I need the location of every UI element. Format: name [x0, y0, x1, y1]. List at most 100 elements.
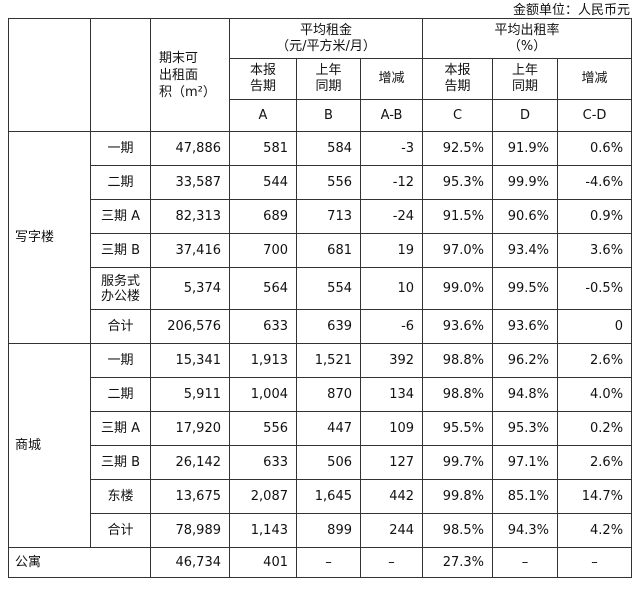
- header-rent-prior: 上年 同期: [296, 58, 361, 100]
- cell-rent-change: -6: [359, 309, 424, 344]
- header-area: 期末可 出租面 积（m²）: [150, 18, 230, 132]
- header-letter-d: D: [492, 99, 559, 132]
- row-label: 三期 A: [90, 199, 151, 234]
- table-body: 写字楼 一期 47,886 581 584 -3 92.5% 91.9% 0.6…: [8, 131, 633, 578]
- header-occ-change: 增减: [557, 58, 633, 100]
- cell-occ-prior: 95.3%: [492, 411, 559, 446]
- row-label: 合计: [90, 513, 151, 548]
- table-row: 商城 一期 15,341 1,913 1,521 392 98.8% 96.2%…: [8, 343, 633, 548]
- cell-occ-current: 99.7%: [422, 445, 494, 480]
- cell-area: 15,341: [150, 343, 230, 378]
- header-rent-change: 增减: [359, 58, 424, 100]
- header-avg-rent: 平均租金 （元/平方米/月）: [228, 18, 424, 59]
- category-apartment: 公寓: [8, 547, 151, 578]
- header-occ-current: 本报 告期: [422, 58, 494, 100]
- cell-area: 78,989: [150, 513, 230, 548]
- cell-occ-current: 93.6%: [422, 309, 494, 344]
- header-letter-c: C: [422, 99, 494, 132]
- header-rent-current: 本报 告期: [229, 58, 297, 100]
- cell-rent-change: 109: [359, 411, 424, 446]
- cell-occ-change: 0.2%: [557, 411, 633, 446]
- cell-rent-change: -3: [359, 131, 424, 166]
- header-occ-prior: 上年 同期: [492, 58, 559, 100]
- cell-occ-change: 14.7%: [557, 479, 633, 514]
- header-occupancy: 平均出租率 （%）: [422, 18, 633, 59]
- header-subcategory: [90, 18, 151, 132]
- cell-occ-prior: –: [492, 547, 559, 578]
- cell-occ-change: 4.2%: [557, 513, 633, 548]
- cell-occ-current: 99.8%: [422, 479, 494, 514]
- cell-rent-change: 442: [359, 479, 424, 514]
- cell-rent-change: 19: [359, 233, 424, 268]
- cell-rent-current: 401: [229, 547, 297, 578]
- table-row: 二期 33,587 544 556 -12 95.3% 99.9% -4.6%: [9, 165, 633, 200]
- row-label: 三期 B: [90, 445, 151, 480]
- header-area-line: 积（m²）: [159, 84, 216, 100]
- row-label: 二期: [90, 165, 151, 200]
- cell-occ-current: 98.8%: [422, 377, 494, 412]
- cell-occ-current: 92.5%: [422, 131, 494, 166]
- cell-rent-change: 134: [359, 377, 424, 412]
- row-label: 三期 A: [90, 411, 151, 446]
- header-line: 上年: [315, 63, 342, 78]
- cell-rent-prior: 1,645: [296, 479, 361, 514]
- header-letter-ab: A-B: [359, 99, 424, 132]
- cell-rent-prior: 556: [296, 165, 361, 200]
- header-area-line: 期末可: [159, 50, 199, 66]
- cell-occ-current: 97.0%: [422, 233, 494, 268]
- table-row: 东楼 13,675 2,087 1,645 442 99.8% 85.1% 14…: [9, 479, 633, 514]
- cell-rent-prior: –: [296, 547, 361, 578]
- cell-area: 33,587: [150, 165, 230, 200]
- table-header: 期末可 出租面 积（m²） 平均租金 （元/平方米/月） 平均出租率 （%） 本…: [8, 18, 633, 132]
- cell-rent-prior: 554: [296, 267, 361, 310]
- cell-occ-change: 4.0%: [557, 377, 633, 412]
- header-category: [8, 18, 91, 132]
- cell-rent-change: 392: [359, 343, 424, 378]
- table-row: 服务式 办公楼 5,374 564 554 10 99.0% 99.5% -0.…: [9, 267, 633, 310]
- header-line: 本报: [444, 63, 471, 78]
- cell-occ-prior: 99.5%: [492, 267, 559, 310]
- cell-rent-prior: 899: [296, 513, 361, 548]
- cell-occ-prior: 96.2%: [492, 343, 559, 378]
- cell-rent-prior: 870: [296, 377, 361, 412]
- cell-rent-prior: 1,521: [296, 343, 361, 378]
- header-line: 同期: [512, 79, 539, 94]
- cell-occ-prior: 93.4%: [492, 233, 559, 268]
- cell-occ-change: 3.6%: [557, 233, 633, 268]
- cell-occ-change: 2.6%: [557, 445, 633, 480]
- cell-occ-change: 0.6%: [557, 131, 633, 166]
- cell-occ-change: -0.5%: [557, 267, 633, 310]
- table-row: 三期 B 37,416 700 681 19 97.0% 93.4% 3.6%: [9, 233, 633, 268]
- cell-occ-prior: 94.3%: [492, 513, 559, 548]
- cell-rent-current: 700: [229, 233, 297, 268]
- cell-occ-current: 95.3%: [422, 165, 494, 200]
- cell-rent-prior: 447: [296, 411, 361, 446]
- cell-area: 206,576: [150, 309, 230, 344]
- cell-rent-prior: 506: [296, 445, 361, 480]
- row-label-line: 办公楼: [100, 288, 140, 304]
- row-label: 一期: [90, 343, 151, 378]
- cell-rent-change: -12: [359, 165, 424, 200]
- header-line: 告期: [249, 79, 276, 94]
- cell-area: 26,142: [150, 445, 230, 480]
- cell-occ-prior: 90.6%: [492, 199, 559, 234]
- cell-rent-current: 564: [229, 267, 297, 310]
- row-label: 一期: [90, 131, 151, 166]
- cell-area: 13,675: [150, 479, 230, 514]
- table-row: 二期 5,911 1,004 870 134 98.8% 94.8% 4.0%: [9, 377, 633, 412]
- category-mall: 商城: [8, 343, 91, 548]
- cell-rent-prior: 584: [296, 131, 361, 166]
- cell-area: 47,886: [150, 131, 230, 166]
- cell-area: 46,734: [150, 547, 230, 578]
- cell-occ-prior: 97.1%: [492, 445, 559, 480]
- row-label: 服务式 办公楼: [90, 267, 151, 310]
- cell-occ-change: –: [557, 547, 633, 578]
- cell-occ-prior: 99.9%: [492, 165, 559, 200]
- cell-occ-current: 95.5%: [422, 411, 494, 446]
- cell-occ-current: 99.0%: [422, 267, 494, 310]
- cell-rent-prior: 713: [296, 199, 361, 234]
- cell-occ-prior: 94.8%: [492, 377, 559, 412]
- header-line: 上年: [512, 63, 539, 78]
- cell-rent-prior: 639: [296, 309, 361, 344]
- cell-rent-prior: 681: [296, 233, 361, 268]
